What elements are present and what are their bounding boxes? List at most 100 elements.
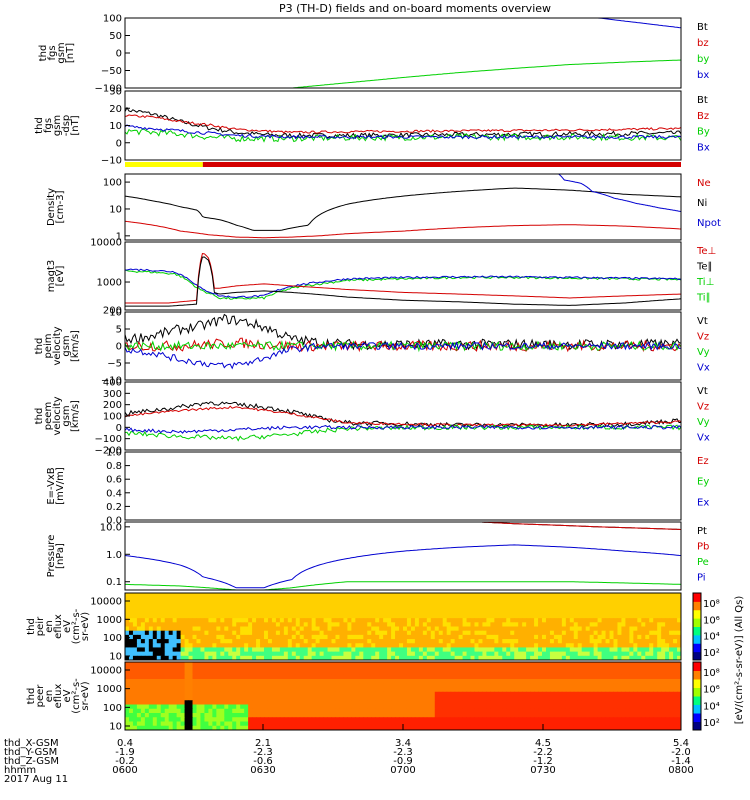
heatmap-cell bbox=[383, 662, 388, 667]
heatmap-cell bbox=[454, 687, 460, 693]
heatmap-cell bbox=[609, 630, 614, 636]
legend-entry: Vt bbox=[697, 316, 708, 327]
heatmap-cell bbox=[430, 651, 436, 657]
heatmap-cell bbox=[140, 618, 146, 623]
heatmap-cell bbox=[629, 597, 634, 602]
heatmap-cell bbox=[395, 647, 400, 653]
heatmap-cell bbox=[311, 651, 317, 657]
heatmap-cell bbox=[371, 696, 376, 701]
heatmap-cell bbox=[371, 601, 376, 607]
heatmap-cell bbox=[585, 721, 591, 727]
heatmap-cell bbox=[347, 666, 352, 671]
heatmap-cell bbox=[275, 662, 281, 667]
heatmap-cell bbox=[164, 655, 170, 661]
heatmap-cell bbox=[573, 630, 579, 636]
heatmap-cell bbox=[140, 630, 146, 636]
heatmap-cell bbox=[426, 630, 432, 636]
heatmap-cell bbox=[601, 639, 607, 644]
heatmap-cell bbox=[220, 655, 225, 661]
heatmap-cell bbox=[569, 704, 575, 710]
heatmap-cell bbox=[343, 609, 348, 615]
heatmap-cell bbox=[144, 700, 150, 705]
heatmap-cell bbox=[450, 622, 456, 627]
heatmap-cell bbox=[399, 725, 404, 731]
heatmap-cell bbox=[506, 618, 511, 623]
heatmap-cell bbox=[172, 696, 178, 701]
heatmap-cell bbox=[545, 643, 551, 648]
heatmap-cell bbox=[144, 691, 150, 697]
heatmap-cell bbox=[669, 601, 674, 607]
heatmap-cell bbox=[522, 618, 527, 623]
heatmap-cell bbox=[545, 674, 551, 680]
heatmap-cell bbox=[657, 683, 662, 688]
heatmap-cell bbox=[240, 630, 245, 636]
heatmap-cell bbox=[470, 626, 475, 632]
heatmap-cell bbox=[641, 605, 646, 611]
heatmap-cell bbox=[252, 713, 257, 718]
heatmap-cell bbox=[228, 717, 233, 722]
heatmap-cell bbox=[196, 700, 201, 705]
heatmap-cell bbox=[391, 679, 396, 684]
heatmap-cell bbox=[383, 725, 388, 731]
heatmap-cell bbox=[553, 639, 559, 644]
heatmap-cell bbox=[136, 634, 142, 640]
heatmap-cell bbox=[399, 622, 404, 627]
heatmap-cell bbox=[367, 593, 372, 598]
heatmap-cell bbox=[518, 704, 523, 710]
heatmap-cell bbox=[669, 700, 674, 705]
heatmap-cell bbox=[665, 630, 670, 636]
heatmap-cell bbox=[240, 643, 245, 648]
ephemeris-value: -0.2 bbox=[115, 756, 135, 767]
heatmap-cell bbox=[450, 674, 456, 680]
heatmap-cell bbox=[220, 609, 225, 615]
y-axis-label: Density bbox=[46, 188, 57, 226]
heatmap-cell bbox=[387, 630, 392, 636]
heatmap-cell bbox=[482, 609, 487, 615]
heatmap-cell bbox=[172, 601, 178, 607]
heatmap-cell bbox=[450, 679, 456, 684]
heatmap-cell bbox=[267, 651, 273, 657]
heatmap-cell bbox=[152, 647, 158, 653]
heatmap-cell bbox=[414, 597, 420, 602]
heatmap-cell bbox=[526, 683, 531, 688]
heatmap-cell bbox=[605, 597, 611, 602]
heatmap-cell bbox=[383, 626, 388, 632]
heatmap-cell bbox=[609, 670, 614, 676]
heatmap-cell bbox=[343, 674, 348, 680]
heatmap-cell bbox=[446, 666, 452, 671]
heatmap-cell bbox=[403, 651, 408, 657]
heatmap-cell bbox=[220, 708, 225, 714]
heatmap-cell bbox=[323, 683, 329, 688]
heatmap-cell bbox=[140, 655, 146, 661]
legend-entry: Pe bbox=[697, 557, 709, 568]
heatmap-cell bbox=[248, 670, 253, 676]
heatmap-cell bbox=[446, 696, 452, 701]
heatmap-cell bbox=[410, 630, 416, 636]
heatmap-cell bbox=[645, 708, 650, 714]
heatmap-cell bbox=[645, 597, 650, 602]
heatmap-cell bbox=[478, 593, 483, 598]
heatmap-cell bbox=[176, 662, 182, 667]
heatmap-cell bbox=[196, 666, 201, 671]
heatmap-cell bbox=[458, 666, 464, 671]
heatmap-cell bbox=[160, 622, 166, 627]
heatmap-cell bbox=[490, 721, 495, 727]
heatmap-cell bbox=[216, 597, 221, 602]
heatmap-cell bbox=[450, 670, 456, 676]
heatmap-cell bbox=[359, 721, 364, 727]
heatmap-cell bbox=[375, 721, 380, 727]
heatmap-cell bbox=[188, 704, 194, 710]
heatmap-cell bbox=[403, 639, 408, 644]
heatmap-cell bbox=[125, 721, 130, 727]
heatmap-cell bbox=[657, 634, 662, 640]
heatmap-cell bbox=[196, 634, 201, 640]
heatmap-cell bbox=[303, 691, 309, 697]
heatmap-cell bbox=[168, 647, 174, 653]
heatmap-cell bbox=[494, 618, 499, 623]
heatmap-cell bbox=[669, 691, 674, 697]
heatmap-cell bbox=[573, 651, 579, 657]
heatmap-cell bbox=[267, 691, 273, 697]
heatmap-cell bbox=[406, 687, 412, 693]
heatmap-cell bbox=[359, 670, 364, 676]
heatmap-cell bbox=[569, 609, 575, 615]
